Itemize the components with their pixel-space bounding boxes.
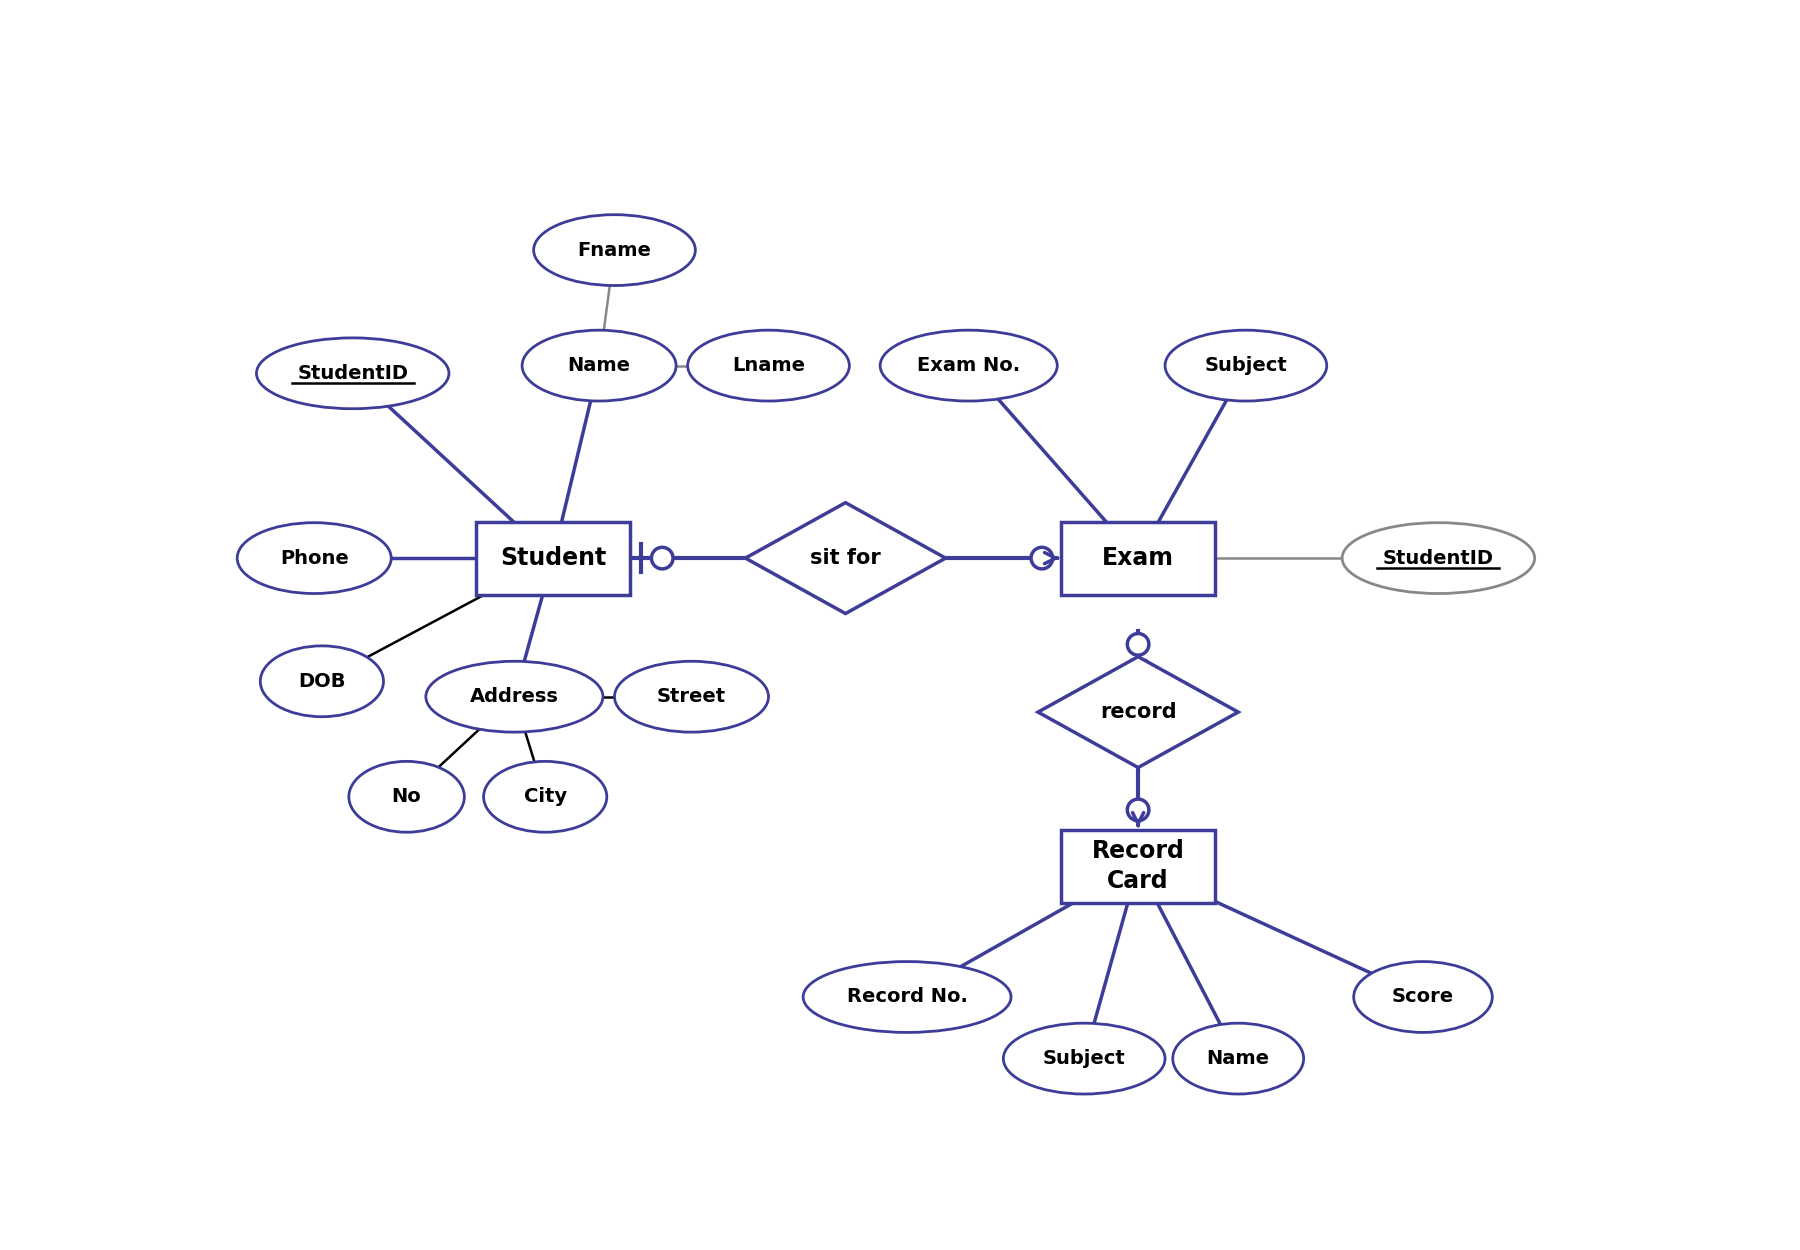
- Text: Student: Student: [500, 546, 607, 570]
- Text: Exam: Exam: [1102, 546, 1174, 570]
- Text: Subject: Subject: [1204, 356, 1287, 375]
- Text: Phone: Phone: [279, 549, 349, 568]
- Ellipse shape: [261, 646, 383, 716]
- Polygon shape: [1039, 656, 1238, 768]
- Text: Record No.: Record No.: [846, 988, 968, 1006]
- Ellipse shape: [1003, 1024, 1165, 1094]
- Text: Address: Address: [470, 688, 558, 706]
- Text: Subject: Subject: [1042, 1049, 1125, 1068]
- Text: sit for: sit for: [810, 548, 880, 568]
- Text: record: record: [1100, 703, 1177, 722]
- Bar: [1060, 521, 1215, 595]
- Text: Street: Street: [657, 688, 725, 706]
- Ellipse shape: [484, 761, 607, 832]
- Ellipse shape: [1031, 548, 1053, 569]
- Text: StudentID: StudentID: [297, 364, 409, 382]
- Text: Name: Name: [567, 356, 630, 375]
- Ellipse shape: [427, 661, 603, 732]
- Polygon shape: [745, 503, 945, 614]
- Text: City: City: [524, 788, 567, 806]
- Ellipse shape: [533, 215, 695, 285]
- Ellipse shape: [1127, 634, 1148, 655]
- Ellipse shape: [1165, 330, 1327, 401]
- Ellipse shape: [688, 330, 850, 401]
- Ellipse shape: [614, 661, 769, 732]
- Text: Lname: Lname: [733, 356, 805, 375]
- Text: Fname: Fname: [578, 240, 652, 260]
- Ellipse shape: [1343, 522, 1535, 594]
- Bar: [475, 521, 630, 595]
- Text: StudentID: StudentID: [1382, 549, 1494, 568]
- Text: Record
Card: Record Card: [1091, 839, 1184, 892]
- Ellipse shape: [522, 330, 677, 401]
- Ellipse shape: [1127, 799, 1148, 821]
- Ellipse shape: [652, 548, 673, 569]
- Ellipse shape: [880, 330, 1057, 401]
- Text: Score: Score: [1391, 988, 1454, 1006]
- Ellipse shape: [349, 761, 464, 832]
- Ellipse shape: [256, 338, 448, 409]
- Ellipse shape: [1174, 1024, 1303, 1094]
- Text: Name: Name: [1206, 1049, 1269, 1068]
- Text: Exam No.: Exam No.: [918, 356, 1021, 375]
- Bar: [1060, 830, 1215, 902]
- Text: No: No: [392, 788, 421, 806]
- Ellipse shape: [238, 522, 391, 594]
- Ellipse shape: [803, 961, 1012, 1032]
- Text: DOB: DOB: [299, 671, 346, 691]
- Ellipse shape: [1354, 961, 1492, 1032]
